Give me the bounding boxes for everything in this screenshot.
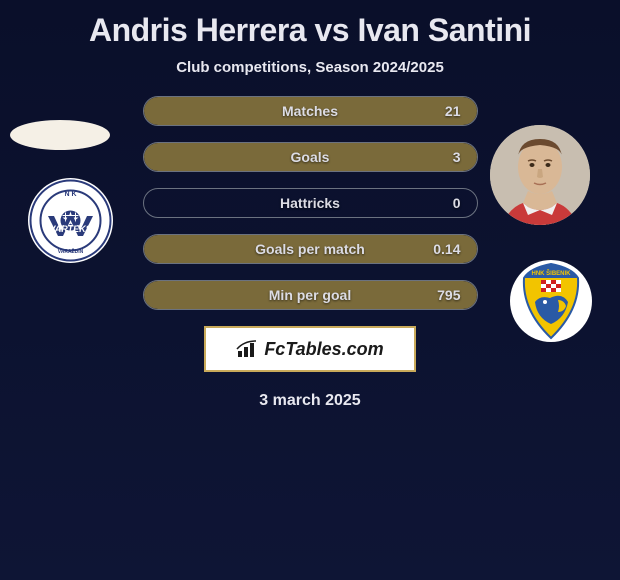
stat-value: 21 bbox=[445, 103, 461, 119]
stat-row: Goals per match 0.14 bbox=[143, 234, 478, 264]
club-crest-icon: N K VARAŽDIN VARTEKS bbox=[28, 178, 113, 263]
stat-row: Matches 21 bbox=[143, 96, 478, 126]
club-crest-icon: HNK ŠIBENIK bbox=[510, 260, 592, 342]
player-avatar-left bbox=[10, 120, 110, 150]
stat-label: Goals per match bbox=[144, 241, 477, 257]
player-avatar-right bbox=[490, 125, 590, 225]
stat-row: Hattricks 0 bbox=[143, 188, 478, 218]
date-text: 3 march 2025 bbox=[0, 392, 620, 410]
face-icon bbox=[490, 125, 590, 225]
svg-text:VARTEKS: VARTEKS bbox=[49, 224, 91, 234]
brand-text: FcTables.com bbox=[264, 339, 383, 360]
stat-row: Goals 3 bbox=[143, 142, 478, 172]
brand-badge: FcTables.com bbox=[204, 326, 416, 372]
stat-label: Hattricks bbox=[144, 195, 477, 211]
svg-text:N K: N K bbox=[64, 191, 76, 198]
stat-label: Goals bbox=[144, 149, 477, 165]
stat-label: Matches bbox=[144, 103, 477, 119]
stat-value: 0 bbox=[453, 195, 461, 211]
stat-value: 3 bbox=[453, 149, 461, 165]
svg-text:VARAŽDIN: VARAŽDIN bbox=[58, 247, 84, 255]
stat-value: 795 bbox=[437, 287, 460, 303]
stat-label: Min per goal bbox=[144, 287, 477, 303]
subtitle: Club competitions, Season 2024/2025 bbox=[0, 59, 620, 76]
page-title: Andris Herrera vs Ivan Santini bbox=[0, 0, 620, 49]
stats-container: Matches 21 Goals 3 Hattricks 0 Goals per… bbox=[143, 96, 478, 310]
chart-icon bbox=[236, 339, 260, 359]
stat-row: Min per goal 795 bbox=[143, 280, 478, 310]
club-badge-right: HNK ŠIBENIK bbox=[510, 260, 592, 342]
stat-value: 0.14 bbox=[433, 241, 460, 257]
club-badge-left: N K VARAŽDIN VARTEKS bbox=[28, 178, 113, 263]
svg-text:HNK ŠIBENIK: HNK ŠIBENIK bbox=[531, 269, 571, 277]
